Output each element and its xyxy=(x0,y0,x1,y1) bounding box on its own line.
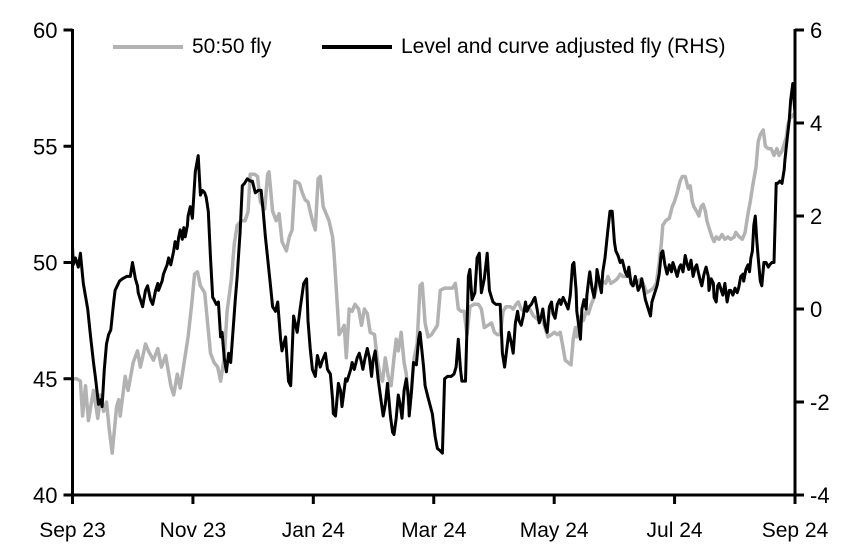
left-axis-tick-label: 50 xyxy=(33,251,57,276)
right-axis-tick-label: 4 xyxy=(810,111,822,136)
right-axis-tick-label: 0 xyxy=(810,297,822,322)
left-axis-tick-label: 60 xyxy=(33,18,57,43)
x-axis-tick-label: Jul 24 xyxy=(647,519,703,542)
x-axis-tick-label: Nov 23 xyxy=(160,519,227,542)
right-axis-tick-label: 2 xyxy=(810,204,822,229)
x-axis-tick-label: Sep 23 xyxy=(39,519,106,542)
right-axis-tick-label: -2 xyxy=(810,390,830,415)
x-axis-tick-label: Mar 24 xyxy=(401,519,467,542)
x-axis-tick-label: Jan 24 xyxy=(282,519,345,542)
series-line-fifty-fifty-fly xyxy=(70,111,797,455)
left-axis-tick-label: 45 xyxy=(33,367,57,392)
left-axis-tick-label: 55 xyxy=(33,134,57,159)
right-axis-tick-label: -4 xyxy=(810,483,830,508)
x-axis-tick-label: May 24 xyxy=(520,519,589,542)
series-line-level-curve-adjusted-fly xyxy=(71,82,797,455)
left-axis-tick-label: 40 xyxy=(33,483,57,508)
x-axis-tick-label: Sep 24 xyxy=(762,519,829,542)
right-axis-tick-label: 6 xyxy=(810,18,822,43)
